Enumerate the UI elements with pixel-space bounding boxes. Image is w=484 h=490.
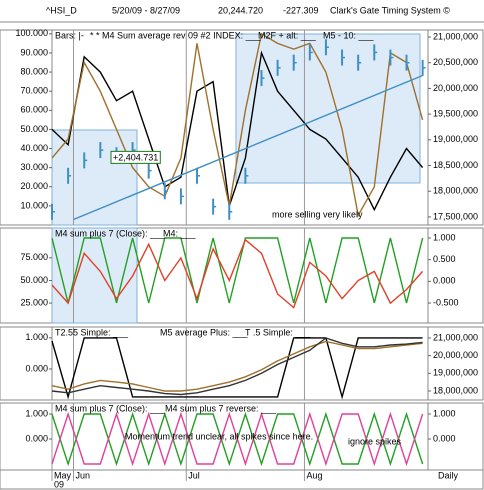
y-tick-label: 80.000 <box>20 66 48 76</box>
y2-tick-label: 1.000 <box>433 408 456 418</box>
date-range: 5/20/09 - 8/27/09 <box>112 5 180 15</box>
y-tick-label: 100.000 <box>15 28 48 38</box>
legend-entry: M5 - 10: ___ <box>323 30 375 40</box>
shaded-zone <box>235 33 421 184</box>
y2-tick-label: 21,000,000 <box>433 31 478 41</box>
symbol: ^HSI_D <box>46 5 77 15</box>
annotation: ignore spikes <box>348 436 402 446</box>
y-tick-label: 40.000 <box>20 143 48 153</box>
legend-entry: M2F + alt: ___ <box>258 30 317 40</box>
x-tick-label: Aug <box>306 470 322 480</box>
y2-tick-label: 20,000,000 <box>433 83 478 93</box>
y2-tick-label: 0.000 <box>433 276 456 286</box>
y-tick-label: 60.000 <box>20 105 48 115</box>
y2-tick-label: -0.500 <box>433 297 459 307</box>
series-line <box>51 337 423 396</box>
y2-tick-label: 20,000,000 <box>433 350 478 360</box>
y2-tick-label: 19,500,000 <box>433 108 478 118</box>
y2-tick-label: 0.500 <box>433 254 456 264</box>
panel-frame <box>0 326 484 401</box>
y2-tick-label: 18,000,000 <box>433 385 478 395</box>
annotation: Momentum trend unclear, all spikes since… <box>125 431 313 441</box>
change: -227.309 <box>283 5 319 15</box>
y2-tick-label: 20,500,000 <box>433 57 478 67</box>
y-tick-label: 30.000 <box>20 162 48 172</box>
last-value: 20,244.720 <box>218 5 263 15</box>
y-tick-label: 0.000 <box>25 363 48 373</box>
legend-entry: M4 sum plus 7 reverse: ___ <box>165 403 277 413</box>
y2-tick-label: 21,000,000 <box>433 332 478 342</box>
y-tick-label: 1.000 <box>25 332 48 342</box>
y-tick-label: 20.000 <box>20 181 48 191</box>
year-label: 09 <box>54 479 64 489</box>
y-tick-label: 50.000 <box>20 275 48 285</box>
legend-entry: T2.55 Simple: ___ <box>55 327 129 337</box>
y-tick-label: 70.000 <box>20 86 48 96</box>
x-tick-label: Jul <box>188 470 200 480</box>
series-line <box>51 411 424 467</box>
series-line <box>51 340 423 392</box>
series-line <box>51 337 423 400</box>
series-line <box>51 50 424 212</box>
y-tick-label: 75.000 <box>20 252 48 262</box>
y2-tick-label: 19,000,000 <box>433 134 478 144</box>
annotation: more selling very likely <box>272 209 363 219</box>
series-line <box>51 238 424 309</box>
y2-tick-label: 18,500,000 <box>433 160 478 170</box>
series-line <box>73 74 423 221</box>
series-line <box>51 32 424 218</box>
legend-entry: M5 average Plus: ___ <box>160 327 249 337</box>
y-tick-label: 50.000 <box>20 124 48 134</box>
y-tick-label: 1.000 <box>25 408 48 418</box>
annotation-box <box>110 150 161 164</box>
y2-tick-label: 0.000 <box>433 433 456 443</box>
y-tick-label: 10.000 <box>20 200 48 210</box>
panel-frame <box>0 227 484 324</box>
system-title: Clark's Gate Timing System © <box>330 5 450 15</box>
y2-tick-label: 18,000,000 <box>433 186 478 196</box>
interval-label: Daily <box>438 470 459 480</box>
legend-entry: M4 sum plus 7 (Close): ___ <box>55 403 166 413</box>
legend-entry: Bars: |- <box>55 30 84 40</box>
y-tick-label: 90.000 <box>20 47 48 57</box>
y-tick-label: 25.000 <box>20 297 48 307</box>
panel-frame <box>0 29 484 226</box>
legend-entry: T .5 Simple: ___ <box>245 327 311 337</box>
legend-entry: M4 sum plus 7 (Close): ___ <box>55 228 166 238</box>
series-line <box>51 237 424 304</box>
y2-tick-label: 19,000,000 <box>433 368 478 378</box>
y2-tick-label: 1.000 <box>433 232 456 242</box>
legend-entry: M4: ___ <box>163 228 197 238</box>
annotation: +2,404.731 <box>113 152 158 162</box>
shaded-zone <box>51 227 138 324</box>
y-tick-label: 0.000 <box>25 433 48 443</box>
legend-entry: * * M4 Sum average rev 09 #2 INDEX: ___ <box>90 30 262 40</box>
x-tick-label: May <box>54 470 72 480</box>
y2-tick-label: 17,500,000 <box>433 211 478 221</box>
axis-row-frame <box>0 469 484 490</box>
x-tick-label: Jun <box>75 470 90 480</box>
